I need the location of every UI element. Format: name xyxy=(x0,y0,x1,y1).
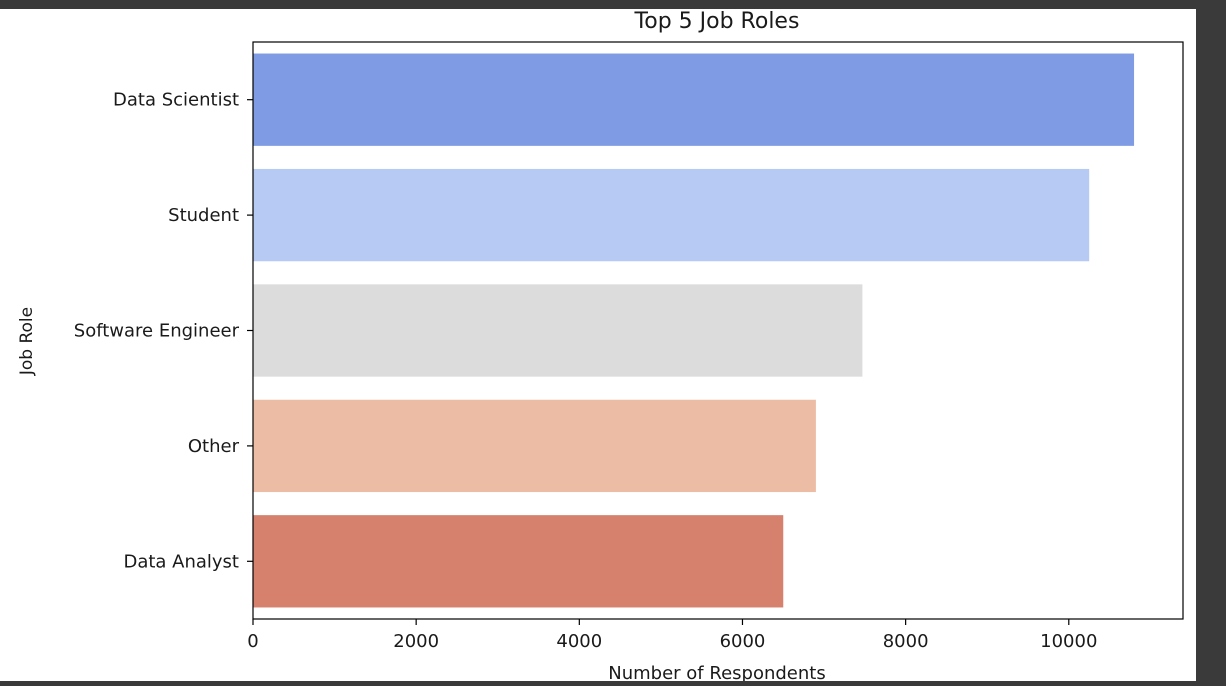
x-tick-label: 8000 xyxy=(883,631,929,652)
x-tick-label: 2000 xyxy=(393,631,439,652)
y-tick-label: Student xyxy=(168,205,239,226)
y-tick-label: Data Scientist xyxy=(113,90,239,111)
bar-software-engineer xyxy=(253,284,863,377)
chart-canvas: Top 5 Job Roles Job Role Number of Respo… xyxy=(0,9,1196,684)
scrollbar-gutter xyxy=(1196,0,1226,681)
bar-other xyxy=(253,399,816,493)
x-tick-label: 10000 xyxy=(1040,631,1097,652)
bar-chart: Top 5 Job Roles Job Role Number of Respo… xyxy=(17,9,1184,684)
bar-data-analyst xyxy=(253,515,784,608)
y-tick-label: Other xyxy=(188,436,240,457)
y-tick-label: Software Engineer xyxy=(74,321,240,342)
bars-group xyxy=(253,53,1135,608)
x-axis-label: Number of Respondents xyxy=(608,663,825,681)
bar-student xyxy=(253,168,1090,262)
chart-title: Top 5 Job Roles xyxy=(634,9,800,34)
x-tick-label: 4000 xyxy=(556,631,602,652)
x-tick-label: 0 xyxy=(247,631,258,652)
plot-area-frame xyxy=(252,41,1184,620)
bar-data-scientist xyxy=(253,53,1135,146)
y-tick-label: Data Analyst xyxy=(123,551,239,572)
x-ticks-group: 0 2000 4000 6000 8000 10000 xyxy=(247,619,1097,652)
y-axis-label: Job Role xyxy=(17,307,37,376)
y-ticks-group: Data Scientist Student Software Engineer Ot… xyxy=(74,90,253,572)
x-tick-label: 6000 xyxy=(720,631,766,652)
